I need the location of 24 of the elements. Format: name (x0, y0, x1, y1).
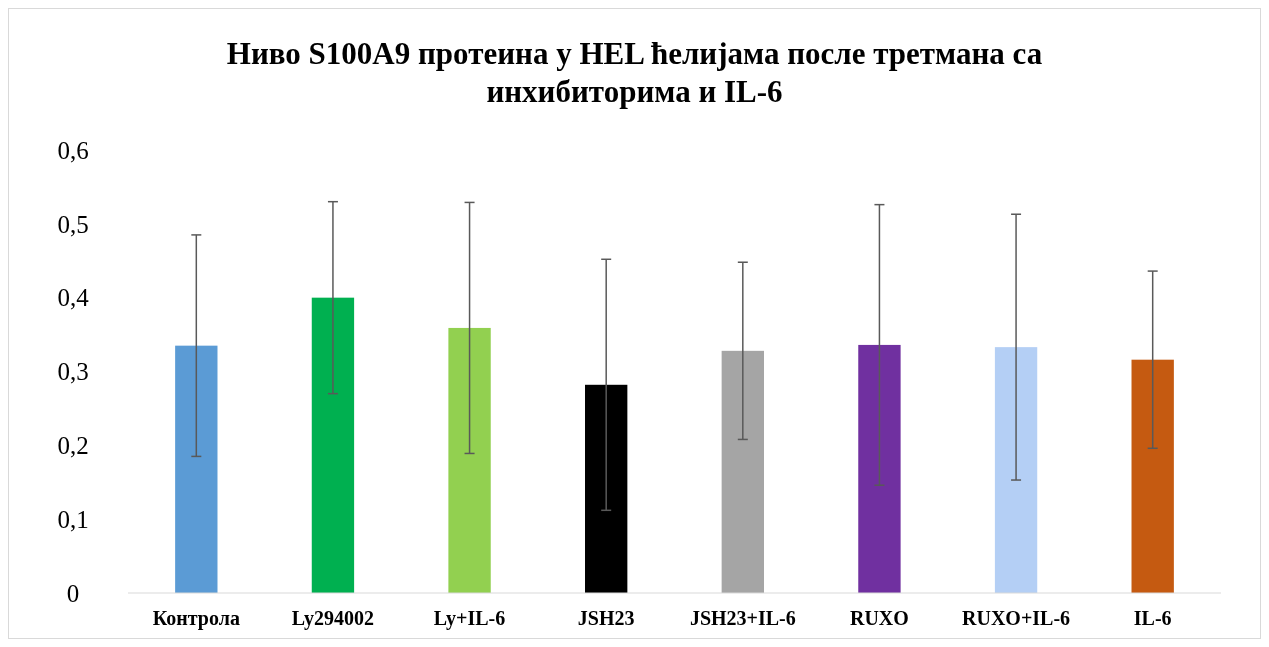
bar (721, 350, 764, 593)
y-tick-label: 0,1 (57, 505, 89, 533)
y-tick-label: 0,3 (57, 358, 89, 386)
bar (448, 327, 491, 593)
x-tick-label: JSH23 (577, 607, 635, 629)
x-tick-label: RUXO (849, 607, 909, 629)
bar (585, 384, 628, 593)
x-tick-label: Ly+IL-6 (433, 607, 506, 630)
chart-title: Ниво S100A9 протеина у HEL ћелијама после третмана са инхибиторима и IL-6 (226, 36, 1043, 109)
bar (1131, 359, 1174, 593)
x-tick-label: RUXO+IL-6 (962, 607, 1071, 629)
bar (994, 347, 1038, 593)
x-tick-label: Контрола (152, 607, 240, 630)
bar (311, 297, 355, 593)
y-tick-label: 0 (66, 579, 80, 607)
x-tick-label: JSH23+IL-6 (689, 607, 796, 629)
bar (175, 345, 218, 593)
x-tick-label: Ly294002 (291, 607, 375, 630)
y-tick-label: 0,6 (57, 136, 89, 164)
x-tick-label: IL-6 (1133, 607, 1172, 629)
bar (858, 344, 901, 593)
y-tick-label: 0,2 (57, 432, 89, 460)
y-tick-label: 0,5 (57, 210, 89, 238)
y-tick-label: 0,4 (57, 284, 90, 312)
